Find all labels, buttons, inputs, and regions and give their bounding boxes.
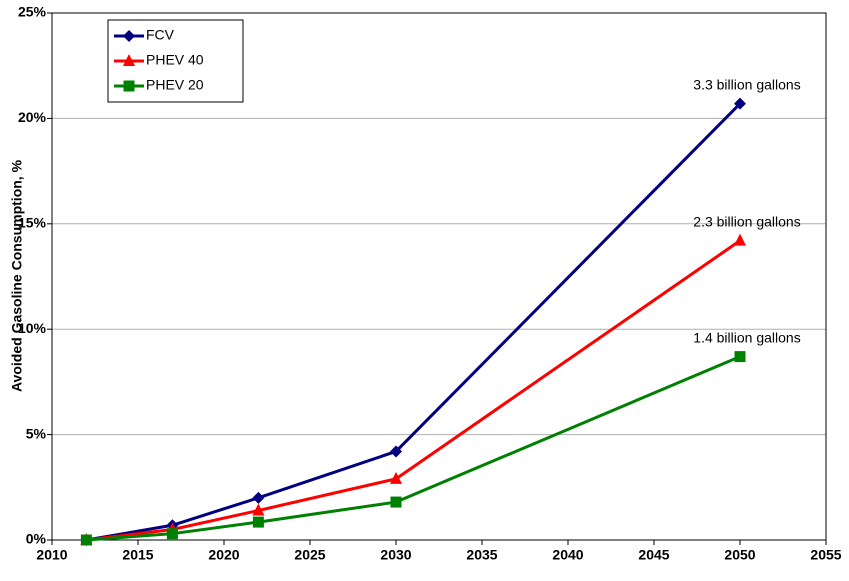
y-tick-label: 20% [18, 109, 47, 125]
legend-marker [123, 80, 135, 92]
annotation: 1.4 billion gallons [693, 329, 800, 345]
marker [166, 528, 178, 540]
x-tick-label: 2055 [810, 547, 841, 563]
y-axis-label: Avoided Gasoline Consumption, % [9, 159, 25, 392]
series-line [86, 102, 742, 542]
x-tick-label: 2040 [552, 547, 583, 563]
marker [734, 97, 746, 110]
marker [390, 471, 402, 484]
legend-label: PHEV 40 [146, 52, 204, 68]
marker [252, 503, 265, 516]
marker [734, 351, 746, 363]
x-tick-label: 2010 [36, 547, 67, 563]
y-tick-label: 10% [18, 320, 47, 336]
plot-border [51, 12, 827, 541]
marker [252, 516, 264, 528]
x-tick-label: 2045 [638, 547, 669, 563]
marker [390, 496, 402, 508]
marker [80, 534, 92, 546]
x-tick-label: 2025 [294, 547, 325, 563]
marker [390, 445, 402, 458]
marker [734, 233, 746, 246]
y-tick-label: 25% [18, 4, 47, 20]
legend-label: PHEV 20 [146, 77, 204, 93]
x-tick-label: 2050 [724, 547, 755, 563]
y-tick-label: 0% [26, 531, 47, 547]
x-tick-label: 2035 [466, 547, 497, 563]
x-tick-label: 2020 [208, 547, 239, 563]
y-tick-label: 5% [26, 425, 47, 441]
annotation: 3.3 billion gallons [693, 76, 800, 92]
x-tick-label: 2030 [380, 547, 411, 563]
legend-marker [123, 54, 135, 66]
marker [252, 491, 265, 504]
legend-marker [123, 30, 135, 42]
legend-label: FCV [146, 27, 175, 43]
legend: FCV PHEV 40 PHEV 20 [107, 19, 244, 103]
annotation: 2.3 billion gallons [693, 213, 800, 229]
y-tick-label: 15% [18, 215, 47, 231]
series-line [86, 355, 741, 542]
x-tick-label: 2015 [122, 547, 153, 563]
